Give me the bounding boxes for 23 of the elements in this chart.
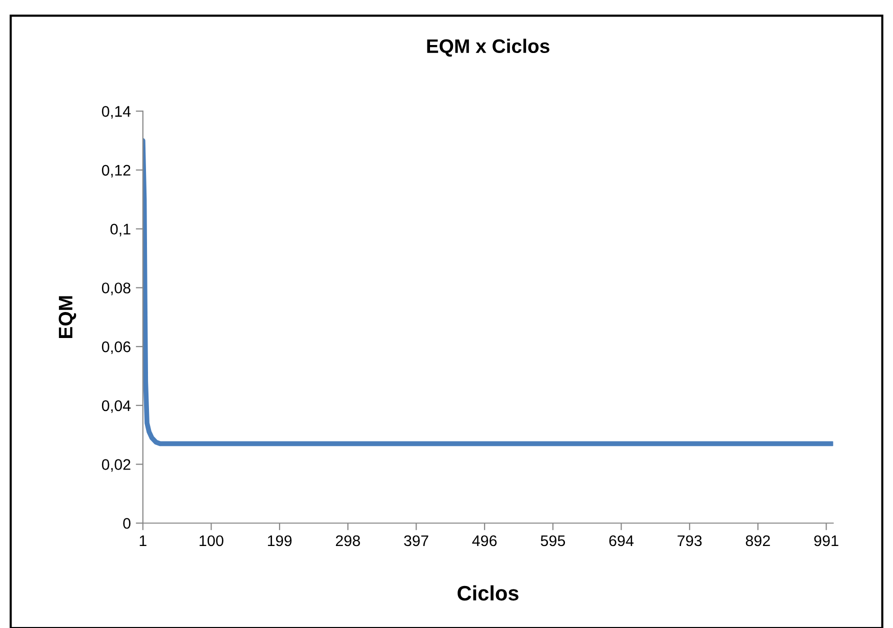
x-tick-label: 595 bbox=[540, 535, 566, 546]
y-tick-label: 0,14 bbox=[102, 106, 131, 119]
x-tick-label: 298 bbox=[336, 535, 360, 546]
y-tick-label: 0,08 bbox=[102, 282, 130, 296]
x-tick-label: 892 bbox=[746, 535, 770, 546]
y-tick-label: 0,02 bbox=[102, 459, 130, 472]
x-tick-label: 100 bbox=[200, 535, 224, 546]
x-tick-label: 694 bbox=[609, 535, 634, 546]
x-tick-label: 496 bbox=[472, 535, 497, 546]
y-tick-label: 0 bbox=[123, 518, 130, 529]
chart-title: EQM x Ciclos bbox=[427, 38, 550, 57]
line-series bbox=[142, 138, 834, 446]
y-axis-title: EQM bbox=[58, 296, 76, 338]
y-tick-label: 0,06 bbox=[102, 341, 130, 354]
y-tick-label: 0,12 bbox=[102, 164, 130, 178]
x-axis-title: Ciclos bbox=[458, 585, 518, 601]
x-tick-label: 793 bbox=[678, 535, 702, 546]
x-tick-label: 199 bbox=[268, 535, 292, 546]
x-tick-label: 991 bbox=[814, 535, 838, 546]
y-tick-label: 0,04 bbox=[102, 400, 131, 413]
y-tick-label: 0,1 bbox=[110, 224, 130, 236]
x-tick-label: 1 bbox=[140, 535, 146, 546]
x-tick-label: 397 bbox=[404, 535, 428, 546]
